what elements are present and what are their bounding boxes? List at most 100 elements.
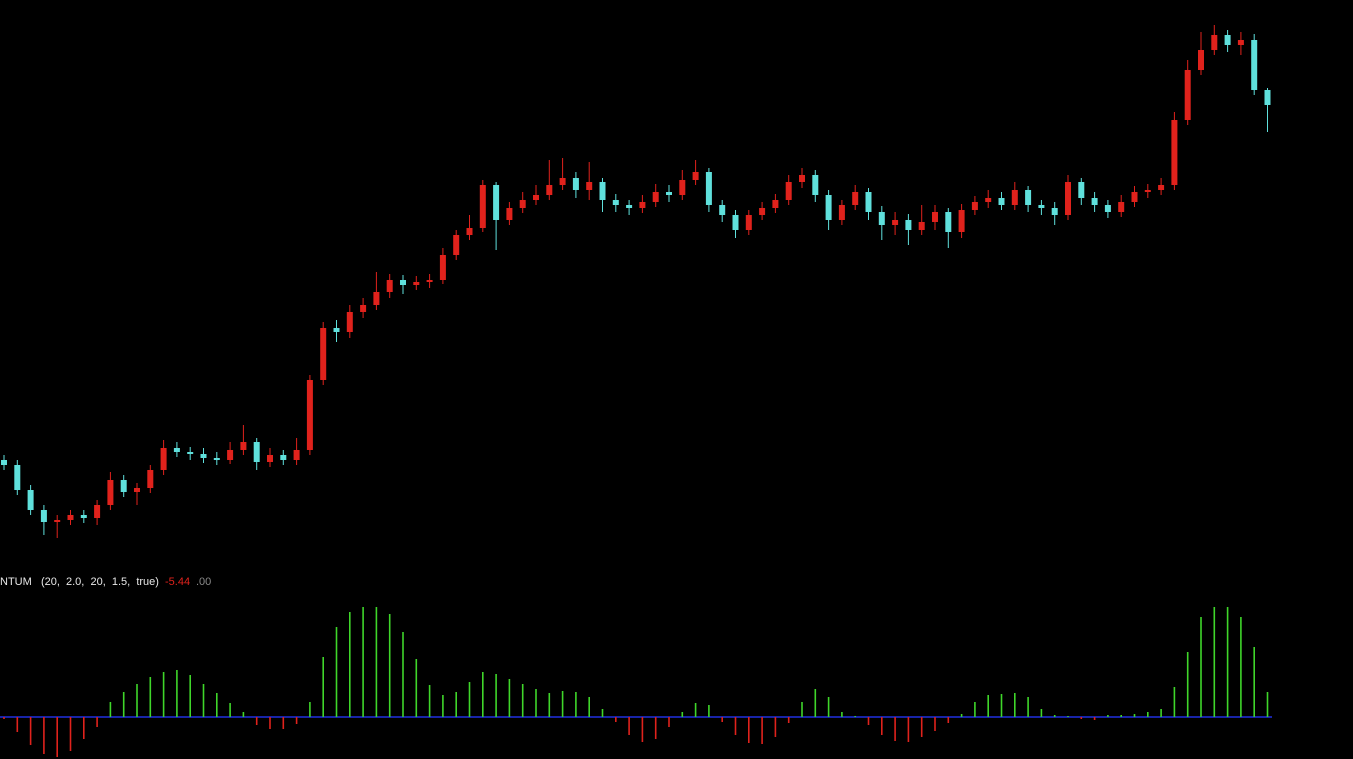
candle-body: [426, 280, 433, 282]
candle-body: [346, 312, 353, 332]
candle-body: [1131, 192, 1138, 202]
candle-body: [652, 192, 659, 202]
candle-body: [1144, 190, 1151, 192]
candle-body: [14, 465, 21, 490]
candle-body: [838, 205, 845, 220]
candle-body: [639, 202, 646, 208]
candle-body: [333, 328, 340, 332]
candle-body: [705, 172, 712, 205]
candle-body: [267, 455, 273, 462]
candle-body: [1171, 120, 1178, 185]
candle-body: [373, 292, 380, 305]
candle-body: [998, 198, 1005, 205]
indicator-label: NTUM (20, 2.0, 20, 1.5, true): [0, 576, 159, 588]
candle-body: [134, 488, 140, 492]
indicator-readout: -5.44: [165, 576, 190, 588]
candle-body: [599, 182, 606, 200]
candle-body: [479, 185, 486, 228]
candle-body: [453, 235, 460, 255]
candle-body: [586, 182, 593, 190]
candle-body: [120, 480, 127, 492]
candle-body: [759, 208, 766, 215]
candle-body: [400, 280, 406, 285]
candle-body: [40, 510, 47, 522]
candle-body: [187, 452, 194, 454]
candle-body: [918, 222, 925, 230]
candle-body: [519, 200, 526, 208]
candle-body: [320, 328, 327, 380]
candle-body: [280, 455, 287, 460]
candle-body: [506, 208, 513, 220]
candle-body: [1025, 190, 1032, 205]
candle-body: [1224, 35, 1231, 45]
candle-body: [1118, 202, 1125, 212]
candle-body: [812, 175, 819, 195]
candle-body: [94, 505, 101, 518]
candle-body: [67, 515, 74, 520]
candle-body: [413, 282, 420, 285]
candle-body: [852, 192, 859, 205]
candle-body: [666, 192, 672, 195]
candle-body: [1237, 40, 1244, 45]
candle-body: [772, 200, 779, 208]
candle-body: [293, 450, 300, 460]
candle-body: [971, 202, 978, 210]
candle-body: [745, 215, 752, 230]
candle-body: [559, 178, 566, 185]
candle-body: [1104, 205, 1111, 212]
candle-body: [1065, 182, 1071, 215]
candle-body: [626, 205, 633, 208]
candle-body: [719, 205, 726, 215]
candle-body: [147, 470, 154, 488]
candle-body: [958, 210, 965, 232]
candle-body: [679, 180, 686, 195]
candle-body: [200, 454, 207, 458]
candle-body: [612, 200, 619, 205]
candle-body: [54, 520, 61, 522]
candle-body: [1078, 182, 1085, 198]
candle-body: [799, 175, 805, 182]
candle-body: [905, 220, 912, 230]
candle-body: [825, 195, 832, 220]
candle-body: [466, 228, 473, 235]
candle-body: [1158, 185, 1165, 190]
candle-body: [1184, 70, 1191, 120]
candle-body: [80, 515, 87, 518]
candle-body: [1211, 35, 1218, 50]
candle-body: [1051, 208, 1058, 215]
candle-body: [1, 460, 7, 465]
candle-body: [1038, 205, 1045, 208]
candle-body: [1198, 50, 1204, 70]
candle-body: [932, 212, 938, 222]
candle-body: [253, 442, 260, 462]
candle-body: [227, 450, 234, 460]
candle-body: [878, 212, 885, 225]
candle-body: [306, 380, 313, 450]
candle-body: [732, 215, 739, 230]
candle-body: [240, 442, 247, 450]
candle-body: [692, 172, 699, 180]
candle-body: [1091, 198, 1098, 205]
candle-body: [160, 448, 167, 470]
candle-body: [107, 480, 114, 505]
candle-body: [785, 182, 792, 200]
candle-body: [1011, 190, 1018, 205]
candle-body: [546, 185, 553, 195]
candle-body: [213, 458, 220, 460]
candle-body: [892, 220, 899, 225]
candle-body: [360, 305, 367, 312]
candle-body: [27, 490, 34, 510]
candle-body: [439, 255, 446, 280]
candle-body: [533, 195, 539, 200]
indicator-readout: .00: [196, 576, 211, 588]
candle-body: [945, 212, 952, 232]
candle-body: [572, 178, 579, 190]
candle-body: [1264, 90, 1271, 105]
candle-body: [386, 280, 393, 292]
candle-body: [173, 448, 180, 452]
candle-body: [493, 185, 500, 220]
candle-body: [865, 192, 872, 212]
candle-body: [985, 198, 992, 202]
